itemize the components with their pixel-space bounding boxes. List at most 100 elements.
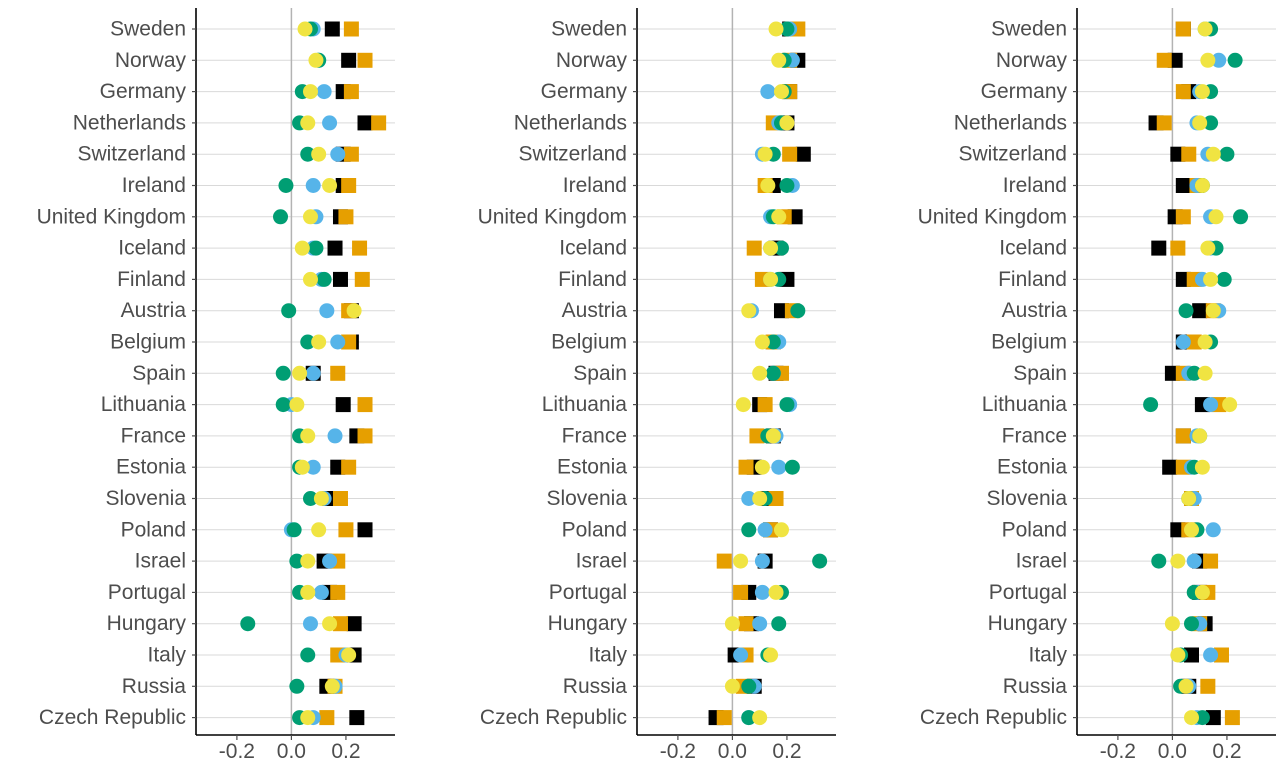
point-square-black [357, 115, 373, 131]
point-circle-green [790, 303, 806, 319]
point-circle-blue [754, 553, 770, 569]
point-square-orange [757, 397, 773, 413]
point-circle-yellow [313, 491, 329, 506]
point-circle-yellow [300, 115, 316, 131]
point-circle-blue [330, 334, 346, 350]
point-circle-green [779, 21, 795, 37]
point-circle-yellow [302, 84, 318, 100]
y-tick-label: United Kingdom [918, 205, 1067, 228]
point-circle-yellow [300, 710, 316, 726]
y-tick-label: Ireland [122, 174, 186, 197]
point-square-orange [343, 146, 359, 162]
y-tick-label: Slovenia [986, 487, 1067, 510]
y-tick-label: Ireland [563, 174, 627, 197]
point-square-black [1205, 710, 1221, 726]
point-square-orange [716, 710, 732, 726]
y-tick-label: Portugal [989, 581, 1067, 604]
point-circle-yellow [763, 240, 779, 256]
point-circle-yellow [1194, 84, 1210, 100]
x-tick-label: -0.2 [219, 740, 255, 763]
point-square-orange [1175, 428, 1191, 444]
point-circle-yellow [1222, 397, 1238, 413]
point-circle-yellow [1200, 52, 1216, 68]
point-circle-yellow [763, 271, 779, 287]
x-tick-label: -0.2 [660, 740, 696, 763]
point-square-black [346, 616, 362, 632]
y-tick-label: Poland [562, 518, 627, 541]
point-circle-yellow [322, 616, 338, 632]
point-circle-green [289, 553, 305, 569]
y-tick-label: Russia [563, 675, 628, 698]
point-circle-blue [327, 428, 343, 444]
panel-2: Sweden Norway Germany Netherlands Switzerlan… [478, 8, 836, 763]
point-circle-yellow [1181, 491, 1197, 506]
point-square-black [1151, 240, 1167, 256]
point-circle-blue [733, 647, 749, 663]
point-square-orange [1175, 84, 1191, 100]
x-tick-label: -0.2 [1100, 740, 1136, 763]
point-circle-green [289, 678, 305, 694]
point-circle-green [1151, 553, 1167, 569]
point-circle-green [1216, 271, 1232, 287]
point-square-black [324, 21, 340, 37]
point-circle-green [281, 303, 297, 319]
y-tick-label: Belgium [991, 331, 1067, 354]
point-square-black [1192, 303, 1208, 319]
point-square-orange [733, 584, 749, 600]
point-circle-yellow [1183, 710, 1199, 726]
point-square-orange [352, 240, 368, 256]
y-tick-label: Finland [998, 268, 1067, 291]
y-tick-label: Spain [132, 362, 186, 385]
point-circle-yellow [771, 209, 787, 225]
point-circle-green [784, 459, 800, 475]
point-circle-yellow [1205, 146, 1221, 162]
point-circle-yellow [724, 678, 740, 694]
point-circle-yellow [1194, 584, 1210, 600]
point-circle-blue [305, 365, 321, 381]
y-tick-label: Lithuania [101, 393, 187, 416]
point-circle-yellow [771, 52, 787, 68]
panel-1: Sweden Norway Germany Netherlands Switzerlan… [37, 8, 395, 763]
point-square-orange [341, 334, 357, 350]
point-circle-yellow [289, 397, 305, 413]
point-circle-green [278, 178, 294, 193]
point-square-orange [1156, 115, 1172, 131]
point-circle-yellow [311, 522, 327, 538]
point-circle-green [765, 365, 781, 381]
point-circle-yellow [308, 52, 324, 68]
point-square-orange [338, 209, 354, 225]
point-square-orange [371, 115, 387, 131]
y-tick-label: Finland [558, 268, 627, 291]
point-square-orange [330, 584, 346, 600]
point-circle-blue [313, 584, 329, 600]
y-tick-label: Poland [121, 518, 186, 541]
point-circle-green [765, 334, 781, 350]
point-circle-yellow [1192, 115, 1208, 131]
point-square-orange [1213, 647, 1229, 663]
point-circle-green [771, 616, 787, 632]
point-circle-yellow [346, 303, 362, 319]
point-square-orange [357, 52, 373, 68]
point-circle-green [741, 678, 757, 694]
y-tick-label: Spain [1013, 362, 1067, 385]
point-circle-yellow [297, 21, 313, 37]
point-circle-green [812, 553, 828, 569]
x-tick-label: 0.2 [772, 740, 801, 763]
x-tick-label: 0.2 [1212, 740, 1241, 763]
point-square-orange [332, 616, 348, 632]
point-square-black [341, 52, 357, 68]
y-tick-label: Germany [100, 80, 187, 103]
y-tick-label: Slovenia [105, 487, 186, 510]
y-tick-label: Austria [121, 299, 187, 322]
point-circle-green [1194, 710, 1210, 726]
y-tick-label: Switzerland [958, 143, 1067, 166]
point-square-black [1183, 647, 1199, 663]
point-circle-yellow [1183, 522, 1199, 538]
point-circle-yellow [765, 428, 781, 444]
point-circle-yellow [292, 365, 308, 381]
y-tick-label: Switzerland [518, 143, 627, 166]
point-square-black [335, 397, 351, 413]
point-circle-yellow [741, 303, 757, 319]
y-tick-label: Sweden [991, 18, 1067, 41]
point-circle-green [240, 616, 256, 632]
